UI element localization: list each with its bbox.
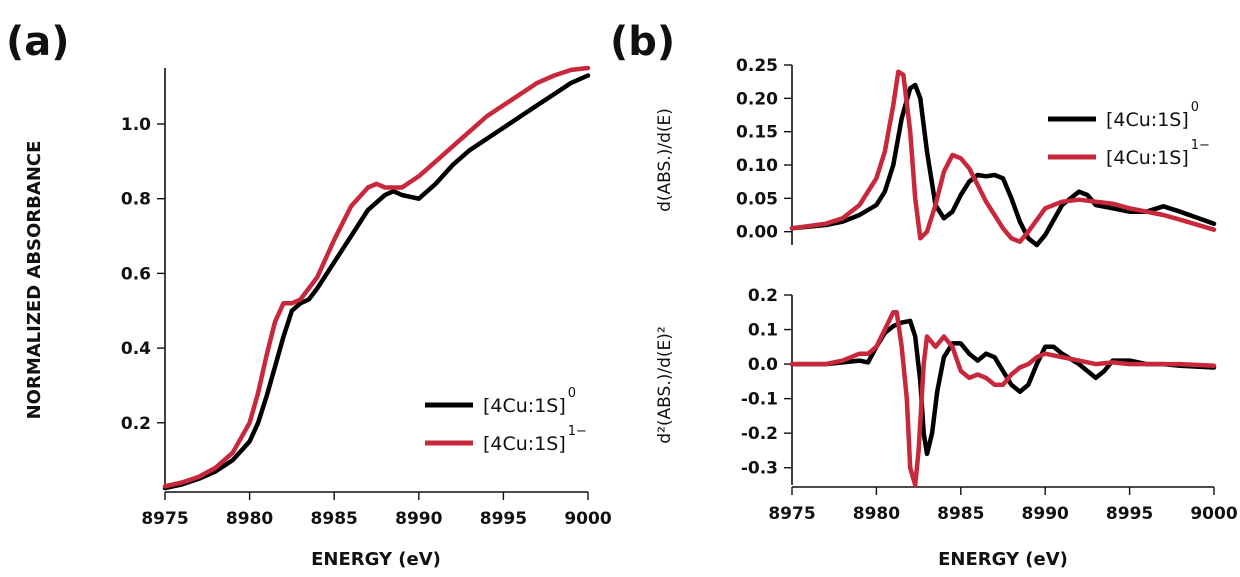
x-tick-label: 8975 <box>141 509 188 529</box>
legend-label: [4Cu:1S] <box>1106 109 1189 131</box>
x-tick-label: 8995 <box>1106 504 1153 524</box>
panel-label-b: (b) <box>610 19 675 65</box>
y-tick-label: -0.3 <box>741 459 778 479</box>
legend-label: [4Cu:1S] <box>483 395 566 417</box>
series-line-neutral <box>162 73 591 491</box>
series-line-reduced <box>162 65 591 489</box>
y-tick-label: 1.0 <box>121 115 151 135</box>
y-axis-title: NORMALIZED ABSORBANCE <box>24 141 45 420</box>
x-tick-label: 9000 <box>564 509 611 529</box>
y-tick-label: -0.2 <box>741 424 778 444</box>
y-tick-label: 0.20 <box>736 89 778 109</box>
y-tick-label: 0.4 <box>121 339 151 359</box>
y-tick-label: -0.1 <box>741 390 778 410</box>
x-tick-label: 8985 <box>937 504 984 524</box>
chart-second-derivative: 8975 8980 8985 8990 8995 9000 0.2 0.1 0.0 -0.1 -0.… <box>655 286 1238 570</box>
panel-label-a: (a) <box>6 19 70 65</box>
y-tick-label: 0.0 <box>748 355 778 375</box>
y-tick-label: 0.05 <box>736 189 778 209</box>
x-tick-label: 8995 <box>480 509 527 529</box>
legend-superscript: 1− <box>1191 138 1210 153</box>
y-axis-title: d(ABS.)/d(E) <box>655 108 675 212</box>
series-line-reduced <box>789 69 1217 244</box>
x-tick-label: 8980 <box>853 504 900 524</box>
legend-superscript: 0 <box>568 386 576 401</box>
x-axis-title: ENERGY (eV) <box>311 549 441 570</box>
y-tick-label: 0.15 <box>736 123 778 143</box>
x-tick-label: 8980 <box>226 509 273 529</box>
y-tick-label: 0.8 <box>121 190 151 210</box>
x-tick-label: 8985 <box>311 509 358 529</box>
x-axis-title: ENERGY (eV) <box>938 549 1068 570</box>
x-tick-label: 8990 <box>1022 504 1069 524</box>
series-line-neutral <box>789 82 1217 248</box>
chart-first-derivative: 0.00 0.05 0.10 0.15 0.20 0.25 d(ABS.)/d(E) [4Cu… <box>655 56 1217 248</box>
y-tick-label: 0.1 <box>748 321 778 341</box>
series-line-reduced <box>789 310 1217 488</box>
y-axis-title: d²(ABS.)/d(E)² <box>655 326 675 443</box>
legend-label: [4Cu:1S] <box>1106 147 1189 169</box>
y-tick-label: 0.2 <box>121 414 151 434</box>
x-tick-label: 9000 <box>1190 504 1237 524</box>
x-tick-label: 8975 <box>768 504 815 524</box>
x-tick-label: 8990 <box>395 509 442 529</box>
legend-superscript: 1− <box>568 424 587 439</box>
y-tick-label: 0.25 <box>736 56 778 76</box>
chart-absorbance: 8975 8980 8985 8990 8995 9000 0.2 0.4 0.6 0.8 1.0 N… <box>24 65 612 570</box>
y-tick-label: 0.00 <box>736 223 778 243</box>
series-line-neutral <box>789 318 1217 457</box>
legend-superscript: 0 <box>1191 100 1199 115</box>
legend-label: [4Cu:1S] <box>483 433 566 455</box>
y-tick-label: 0.10 <box>736 156 778 176</box>
y-tick-label: 0.2 <box>748 286 778 306</box>
y-tick-label: 0.6 <box>121 264 151 284</box>
